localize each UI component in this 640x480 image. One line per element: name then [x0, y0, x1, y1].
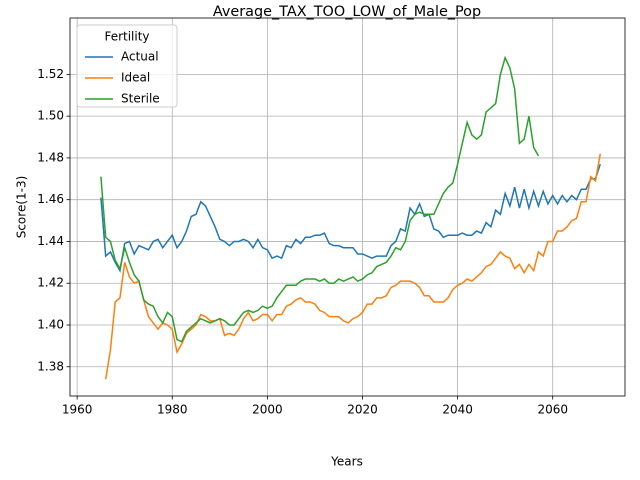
line-series	[100, 163, 601, 273]
x-tick-label: 2040	[442, 403, 473, 417]
legend-label: Actual	[121, 50, 159, 64]
y-tick-label: 1.38	[37, 359, 64, 373]
legend-box	[76, 24, 178, 108]
y-tick-label: 1.46	[37, 192, 64, 206]
y-axis-label: Score(1-3)	[15, 176, 29, 239]
x-tick-label: 2000	[252, 403, 283, 417]
y-tick-label: 1.50	[37, 109, 64, 123]
legend: Fertility Actual Ideal Sterile	[76, 24, 178, 108]
x-tick-label: 2060	[537, 403, 568, 417]
legend-title: Fertility	[104, 30, 149, 44]
y-tick-label: 1.48	[37, 150, 64, 164]
y-tick-label: 1.44	[37, 234, 64, 248]
x-tick-label: 1980	[157, 403, 188, 417]
y-tick-label: 1.40	[37, 317, 64, 331]
x-axis-label: Years	[330, 455, 363, 469]
line-series	[104, 153, 602, 380]
x-tick-label: 1960	[62, 403, 93, 417]
y-tick-label: 1.52	[37, 67, 64, 81]
chart-title: Average_TAX_TOO_LOW_of_Male_Pop	[213, 4, 481, 20]
x-tick-label: 2020	[347, 403, 378, 417]
legend-label: Ideal	[121, 71, 150, 85]
y-tick-label: 1.42	[37, 276, 64, 290]
legend-label: Sterile	[121, 92, 160, 106]
plot-frame	[69, 17, 626, 397]
line-series	[100, 55, 540, 343]
